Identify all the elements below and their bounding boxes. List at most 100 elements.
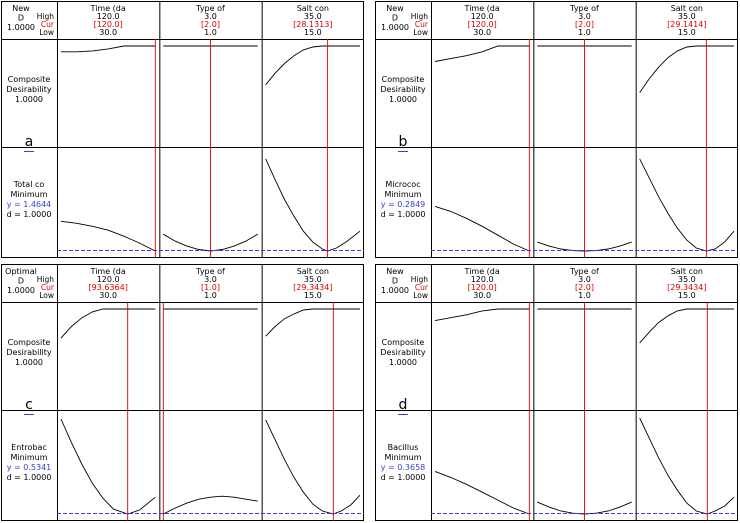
factor-current: [2.0]: [575, 20, 594, 29]
factor-name: Time (da: [464, 4, 500, 13]
factor-current: [2.0]: [201, 20, 220, 29]
composite-line1: Composite: [382, 75, 425, 84]
panel-letter: b: [399, 134, 408, 150]
factor-current: [1.0]: [201, 283, 220, 292]
factor-header-type: Type of3.0[2.0]1.0: [195, 4, 225, 37]
factor-low: 1.0: [578, 291, 591, 300]
panel-letter: d: [399, 397, 408, 413]
composite-value: 1.0000: [389, 358, 417, 367]
corner-line-2: 1.0000: [381, 286, 409, 295]
factor-current: [2.0]: [575, 283, 594, 292]
corner-line-0: New: [386, 4, 404, 13]
factor-header-type: Type of3.0[2.0]1.0: [569, 4, 599, 37]
row-label-high: High: [37, 12, 54, 21]
factor-high: 120.0: [97, 12, 120, 21]
response-goal: Minimum: [384, 190, 421, 199]
factor-name: Type of: [569, 267, 599, 276]
factor-current: [120.0]: [94, 20, 123, 29]
row-label-cur: Cur: [415, 283, 429, 292]
response-y-value: y = 0.2849: [381, 200, 426, 209]
factor-low: 30.0: [473, 291, 491, 300]
composite-value: 1.0000: [15, 358, 43, 367]
response-goal: Minimum: [384, 453, 421, 462]
row-label-high: High: [411, 12, 428, 21]
response-name: Micrococ: [385, 180, 420, 189]
factor-current: [28.1313]: [293, 20, 332, 29]
response-goal: Minimum: [10, 190, 47, 199]
curve-response-time: [434, 205, 530, 252]
corner-line-1: D: [18, 277, 24, 286]
factor-name: Salt con: [671, 267, 703, 276]
panel-frame: [375, 1, 738, 258]
curve-composite-salt: [639, 45, 734, 93]
row-label-low: Low: [413, 28, 428, 37]
response-y-value: y = 1.4644: [7, 200, 52, 209]
factor-high: 35.0: [304, 275, 322, 284]
factor-header-type: Type of3.0[2.0]1.0: [569, 267, 599, 300]
curve-response-type: [163, 495, 258, 515]
curve-response-time: [434, 470, 530, 515]
factor-name: Time (da: [90, 267, 126, 276]
row-label-high: High: [37, 275, 54, 284]
factor-high: 120.0: [471, 12, 494, 21]
factor-low: 15.0: [678, 291, 696, 300]
factor-current: [120.0]: [468, 283, 497, 292]
curve-response-salt: [639, 158, 735, 252]
factor-current: [29.1414]: [667, 20, 706, 29]
corner-line-1: D: [392, 14, 398, 23]
panel-frame: [375, 264, 738, 521]
curve-composite-salt: [639, 308, 734, 344]
factor-high: 35.0: [678, 275, 696, 284]
composite-line1: Composite: [8, 338, 51, 347]
corner-line-0: New: [386, 267, 404, 276]
composite-value: 1.0000: [15, 95, 43, 104]
factor-low: 15.0: [678, 28, 696, 37]
corner-line-0: New: [12, 4, 30, 13]
corner-line-2: 1.0000: [7, 286, 35, 295]
response-d-value: d = 1.0000: [7, 473, 52, 482]
factor-name: Type of: [195, 4, 225, 13]
composite-line2: Desirability: [380, 348, 426, 357]
row-label-cur: Cur: [41, 20, 55, 29]
response-y-value: y = 0.5341: [7, 463, 52, 472]
corner-line-1: D: [392, 277, 398, 286]
factor-name: Salt con: [297, 267, 329, 276]
row-label-cur: Cur: [415, 20, 429, 29]
curve-response-salt: [639, 417, 735, 515]
factor-current: [93.6364]: [89, 283, 128, 292]
composite-line2: Desirability: [380, 85, 426, 94]
row-label-low: Low: [39, 291, 54, 300]
response-d-value: d = 1.0000: [7, 210, 52, 219]
corner-line-1: D: [18, 14, 24, 23]
response-d-value: d = 1.0000: [381, 210, 426, 219]
curve-response-salt: [265, 419, 361, 515]
composite-value: 1.0000: [389, 95, 417, 104]
panel-frame: [1, 1, 364, 258]
row-label-cur: Cur: [41, 283, 55, 292]
response-name: Entrobac: [11, 443, 47, 452]
curve-composite-salt: [265, 308, 360, 337]
factor-current: [29.3434]: [667, 283, 706, 292]
curve-composite-time: [434, 308, 530, 322]
response-goal: Minimum: [10, 453, 47, 462]
factor-name: Salt con: [671, 4, 703, 13]
composite-line1: Composite: [382, 338, 425, 347]
composite-line2: Desirability: [6, 348, 52, 357]
factor-header-type: Type of3.0[1.0]1.0: [195, 267, 225, 300]
curve-composite-salt: [265, 45, 360, 86]
factor-low: 1.0: [578, 28, 591, 37]
curve-response-salt: [265, 158, 361, 252]
